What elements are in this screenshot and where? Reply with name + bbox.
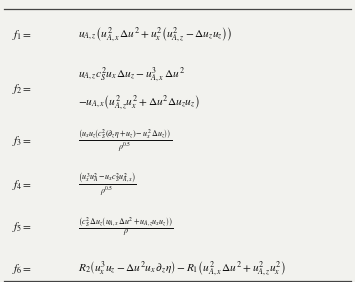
Text: $f_5 =$: $f_5 =$ [12,220,32,234]
Text: $f_2 =$: $f_2 =$ [12,82,32,96]
Text: $\frac{\left(u_x^3 u_A^2-u_x c_S^2 u_{A,x}^2\right)}{\rho^{0.5}}$: $\frac{\left(u_x^3 u_A^2-u_x c_S^2 u_{A,… [78,171,137,198]
Text: $f_6 =$: $f_6 =$ [12,262,32,276]
Text: $R_2\left(u_x^3 u_z-\Delta u^2 u_x\,\partial_z\eta\right)-R_1\left(u_{A,x}^2\,\D: $R_2\left(u_x^3 u_z-\Delta u^2 u_x\,\par… [78,260,286,278]
Text: $f_1 =$: $f_1 =$ [12,28,32,42]
Text: $f_4 =$: $f_4 =$ [12,178,32,192]
Text: $u_{A,z}c_S^2 u_x\,\Delta u_z - u_{A,x}^3\,\Delta u^2$: $u_{A,z}c_S^2 u_x\,\Delta u_z - u_{A,x}^… [78,66,185,85]
Text: $\frac{\left(c_S^2\,\Delta u_z\left(u_{A,x}\,\Delta u^2+u_{A,z}u_x u_z\right)\ri: $\frac{\left(c_S^2\,\Delta u_z\left(u_{A… [78,215,174,239]
Text: $f_3 =$: $f_3 =$ [12,134,32,148]
Text: $\frac{\left(u_x u_z\left(c_S^2(\partial_z\eta+u_z)-u_x^2\,\Delta u_z\right)\rig: $\frac{\left(u_x u_z\left(c_S^2(\partial… [78,128,172,154]
Text: $-u_{A,x}\left(u_{A,z}^2 u_x^2+\Delta u^2\Delta u_z u_z\right)$: $-u_{A,x}\left(u_{A,z}^2 u_x^2+\Delta u^… [78,93,200,112]
Text: $u_{A,z}\left(u_{A,x}^2\,\Delta u^2+u_x^2\left(u_{A,z}^2-\Delta u_z u_z\right)\r: $u_{A,z}\left(u_{A,x}^2\,\Delta u^2+u_x^… [78,26,232,45]
